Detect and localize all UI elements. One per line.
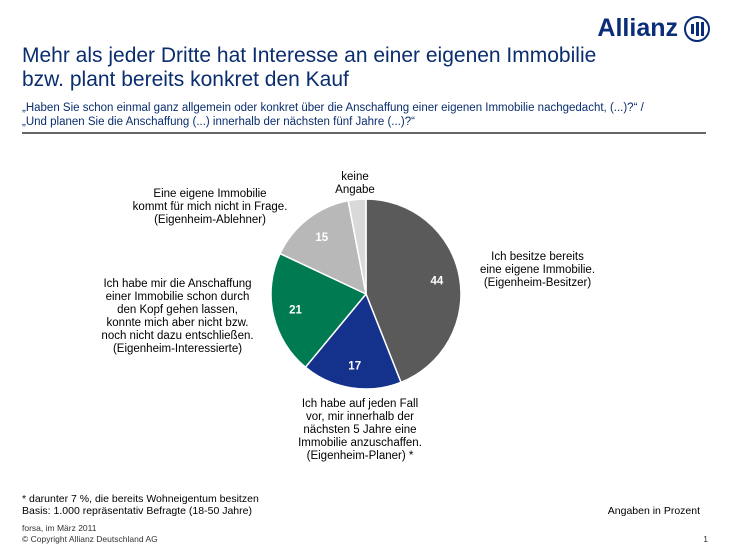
unit-note: Angaben in Prozent <box>607 505 700 517</box>
label-ablehner: Eine eigene Immobilie kommt für mich nich… <box>132 188 288 226</box>
pie-slice-3 <box>279 199 368 296</box>
label-besitzer: Ich besitze bereits eine eigene Immobilie… <box>479 251 596 289</box>
page-title: Mehr als jeder Dritte hat Interesse an e… <box>22 44 596 92</box>
allianz-eagle-icon <box>684 15 710 42</box>
title-line-1: Mehr als jeder Dritte hat Interesse an e… <box>22 44 597 67</box>
label-interessierte: Ich habe mir die Anschaffung einer Immobi… <box>101 278 254 355</box>
footnote: * darunter 7 %, die bereits Wohneigentum… <box>22 493 259 517</box>
divider <box>22 132 706 134</box>
data-label-3: 15 <box>315 232 328 244</box>
allianz-logo: Allianz <box>597 14 710 43</box>
logo-text: Allianz <box>597 14 678 42</box>
question-line-1: „Haben Sie schon einmal ganz allgemein o… <box>22 102 644 114</box>
data-label-0: 44 <box>431 275 444 287</box>
pie-slice-1 <box>304 292 402 390</box>
pie-slice-0 <box>365 198 462 384</box>
data-label-2: 21 <box>289 305 302 317</box>
label-keine-angabe: keine Angabe <box>335 171 375 196</box>
source: forsa, im März 2011 © Copyright Allianz D… <box>22 523 158 544</box>
pie-slice-2 <box>270 252 368 369</box>
pie-slice-4 <box>347 198 367 295</box>
title-line-2: bzw. plant bereits konkret den Kauf <box>22 68 349 91</box>
survey-question: „Haben Sie schon einmal ganz allgemein o… <box>22 101 644 129</box>
label-planer: Ich habe auf jeden Fall vor, mir innerhal… <box>298 398 422 462</box>
page-number: 1 <box>703 534 708 544</box>
data-label-1: 17 <box>348 360 361 372</box>
question-line-2: „Und planen Sie die Anschaffung (...) in… <box>22 116 415 128</box>
